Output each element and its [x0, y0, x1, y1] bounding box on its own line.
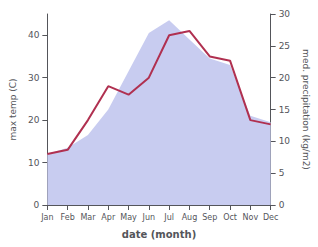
svg-text:max temp (C): max temp (C)	[8, 78, 18, 140]
svg-text:Jun: Jun	[142, 213, 156, 222]
svg-text:10: 10	[28, 158, 40, 168]
svg-text:May: May	[120, 213, 137, 222]
svg-text:25: 25	[279, 41, 290, 51]
svg-text:Apr: Apr	[101, 213, 116, 222]
svg-text:Nov: Nov	[243, 213, 259, 222]
svg-text:Feb: Feb	[61, 213, 75, 222]
svg-text:date (month): date (month)	[122, 229, 196, 240]
svg-text:20: 20	[279, 73, 291, 83]
svg-text:10: 10	[279, 136, 291, 146]
svg-text:Jan: Jan	[40, 213, 53, 222]
svg-text:5: 5	[279, 168, 285, 178]
svg-text:Oct: Oct	[223, 213, 237, 222]
svg-text:Dec: Dec	[263, 213, 278, 222]
svg-text:med. precipitation (kg/m2): med. precipitation (kg/m2)	[301, 49, 311, 170]
svg-text:Aug: Aug	[182, 213, 198, 222]
svg-text:Jul: Jul	[163, 213, 174, 222]
svg-text:0: 0	[34, 200, 40, 210]
svg-text:40: 40	[28, 30, 40, 40]
svg-text:Mar: Mar	[80, 213, 96, 222]
svg-text:20: 20	[28, 115, 40, 125]
svg-text:0: 0	[279, 200, 285, 210]
svg-text:Sep: Sep	[202, 213, 217, 222]
svg-text:15: 15	[279, 105, 290, 115]
svg-text:30: 30	[28, 73, 40, 83]
svg-text:30: 30	[279, 9, 291, 19]
